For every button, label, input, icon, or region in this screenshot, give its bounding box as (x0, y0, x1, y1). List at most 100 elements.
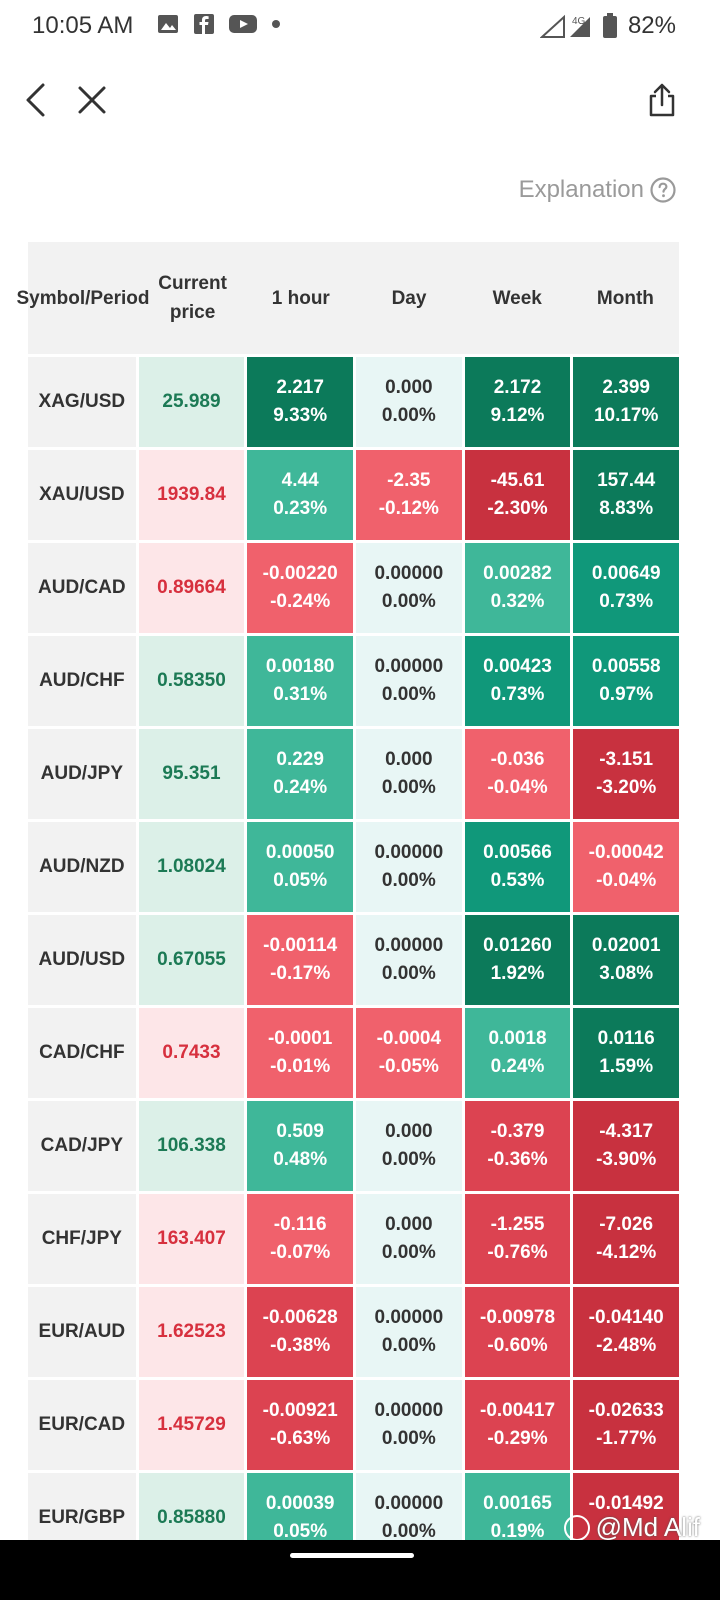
symbol-cell[interactable]: EUR/AUD (28, 1287, 136, 1377)
table-row[interactable]: AUD/JPY 95.351 0.229 0.24% 0.000 0.00% -0.036-… (28, 729, 680, 819)
change-value: 0.00558 (591, 656, 661, 677)
change-percent: 1.59% (599, 1056, 654, 1077)
symbol-cell[interactable]: XAU/USD (28, 450, 136, 540)
change-value: 0.00000 (374, 1400, 444, 1421)
change-percent: 0.19% (490, 1521, 545, 1542)
change-value: -1.255 (490, 1214, 545, 1235)
change-cell-week: 0.00566 0.53% (464, 822, 571, 912)
change-percent: 9.33% (273, 405, 328, 426)
header-month[interactable]: Month (596, 287, 654, 309)
status-time: 10:05 AM (32, 12, 134, 39)
current-price-cell: 163.407 (138, 1194, 245, 1284)
change-value: -0.00417 (480, 1400, 556, 1421)
change-percent: -0.38% (270, 1335, 331, 1356)
change-percent: -0.76% (487, 1242, 548, 1263)
change-value: 0.00000 (374, 842, 444, 863)
table-body: XAG/USD 25.989 2.217 9.33% 0.000 0.00% 2.172 9.… (28, 357, 680, 1563)
symbol-cell[interactable]: AUD/USD (28, 915, 136, 1005)
change-value: -0.379 (490, 1121, 545, 1142)
table-row[interactable]: CAD/CHF 0.7433 -0.0001 -0.01% -0.0004 -0.05% 0… (28, 1008, 680, 1098)
symbol-cell[interactable]: AUD/JPY (28, 729, 136, 819)
back-button[interactable] (14, 78, 58, 122)
change-cell-day: 0.00000 0.00% (356, 543, 462, 633)
explanation-label: Explanation (518, 176, 644, 203)
table-row[interactable]: AUD/USD 0.67055 -0.00114 -0.17% 0.00000 0.00%… (28, 915, 680, 1005)
change-cell-month: 0.0116 1.59% (573, 1008, 680, 1098)
change-percent: 9.12% (490, 405, 545, 426)
table-row[interactable]: CHF/JPY 163.407 -0.116 -0.07% 0.000 0.00% -1.2… (28, 1194, 680, 1284)
change-value: 0.229 (276, 749, 324, 770)
header-current-price[interactable]: Current price (158, 273, 227, 323)
change-percent: 0.00% (381, 1521, 436, 1542)
change-cell-day: 0.000 0.00% (356, 357, 462, 447)
symbol-cell[interactable]: AUD/CHF (28, 636, 136, 726)
change-value: 0.00039 (265, 1493, 335, 1514)
symbol-cell[interactable]: CAD/JPY (28, 1101, 136, 1191)
youtube-icon (229, 15, 257, 33)
change-cell-day: 0.00000 0.00% (356, 1380, 462, 1470)
symbol-cell[interactable]: EUR/CAD (28, 1380, 136, 1470)
header-1-hour[interactable]: 1 hour (271, 287, 330, 309)
table-row[interactable]: AUD/NZD 1.08024 0.00050 0.05% 0.00000 0.00% 0.… (28, 822, 680, 912)
change-percent: 0.00% (381, 1428, 436, 1449)
change-value: 0.00050 (265, 842, 335, 863)
table-row[interactable]: XAU/USD 1939.84 4.44 0.23% -2.35 -0.12% -45.61… (28, 450, 680, 540)
table-row[interactable]: XAG/USD 25.989 2.217 9.33% 0.000 0.00% 2.172 9.… (28, 357, 680, 447)
change-percent: 0.00% (381, 1149, 436, 1170)
change-percent: 0.23% (273, 498, 328, 519)
change-cell-1-hour: -0.00628 -0.38% (247, 1287, 353, 1377)
table-row[interactable]: EUR/CAD 1.45729 -0.00921 -0.63% 0.00000 0.00%… (28, 1380, 680, 1470)
share-icon (649, 83, 675, 117)
header-day[interactable]: Day (391, 287, 427, 309)
change-cell-month: -7.026 -4.12% (573, 1194, 680, 1284)
change-percent: 0.24% (490, 1056, 545, 1077)
current-price-cell: 106.338 (138, 1101, 245, 1191)
symbol-cell[interactable]: CHF/JPY (28, 1194, 136, 1284)
symbol-cell[interactable]: XAG/USD (28, 357, 136, 447)
gesture-handle[interactable] (290, 1553, 414, 1558)
change-percent: -3.90% (596, 1149, 657, 1170)
status-bar: 10:05 AM 4G 82% (0, 0, 720, 50)
close-button[interactable] (70, 78, 114, 122)
current-price-cell: 1939.84 (138, 450, 245, 540)
change-percent: -0.05% (378, 1056, 439, 1077)
change-cell-1-hour: 0.00050 0.05% (247, 822, 353, 912)
change-percent: -0.01% (270, 1056, 331, 1077)
change-value: 0.00423 (483, 656, 552, 677)
symbol-cell[interactable]: AUD/CAD (28, 543, 136, 633)
top-nav (0, 70, 720, 130)
change-cell-week: 0.00282 0.32% (464, 543, 571, 633)
current-price-cell: 1.08024 (138, 822, 245, 912)
table-row[interactable]: AUD/CHF 0.58350 0.00180 0.31% 0.00000 0.00% 0.… (28, 636, 680, 726)
share-button[interactable] (640, 78, 684, 122)
explanation-link[interactable]: Explanation (519, 176, 676, 204)
change-cell-day: 0.00000 0.00% (356, 636, 462, 726)
facebook-icon (194, 14, 214, 34)
change-value: 2.399 (602, 377, 650, 398)
change-percent: 0.05% (273, 1521, 328, 1542)
change-value: 0.0018 (488, 1028, 547, 1049)
table-row[interactable]: EUR/AUD 1.62523 -0.00628 -0.38% 0.00000 0.00%… (28, 1287, 680, 1377)
table-row[interactable]: AUD/CAD 0.89664 -0.00220 -0.24% 0.00000 0.00%… (28, 543, 680, 633)
symbol-cell[interactable]: CAD/CHF (28, 1008, 136, 1098)
change-cell-week: -1.255 -0.76% (464, 1194, 571, 1284)
change-percent: 0.24% (273, 777, 328, 798)
header-symbol-period[interactable]: Symbol/Period (16, 287, 150, 309)
change-percent: 0.73% (599, 591, 654, 612)
change-percent: 0.00% (381, 1242, 436, 1263)
change-value: 0.00165 (483, 1493, 552, 1514)
change-value: 0.00000 (374, 935, 444, 956)
change-percent: 0.73% (490, 684, 545, 705)
change-percent: 0.00% (381, 963, 436, 984)
change-value: 0.00180 (265, 656, 335, 677)
header-week[interactable]: Week (492, 287, 542, 309)
change-cell-week: -0.00978 -0.60% (464, 1287, 571, 1377)
symbol-cell[interactable]: AUD/NZD (28, 822, 136, 912)
chevron-left-icon (26, 83, 45, 117)
change-percent: -0.17% (270, 963, 331, 984)
change-percent: 8.83% (599, 498, 654, 519)
help-icon (650, 177, 676, 203)
table-row[interactable]: CAD/JPY 106.338 0.509 0.48% 0.000 0.00% -0.379… (28, 1101, 680, 1191)
change-cell-day: -2.35 -0.12% (356, 450, 462, 540)
change-value: 0.02001 (591, 935, 661, 956)
